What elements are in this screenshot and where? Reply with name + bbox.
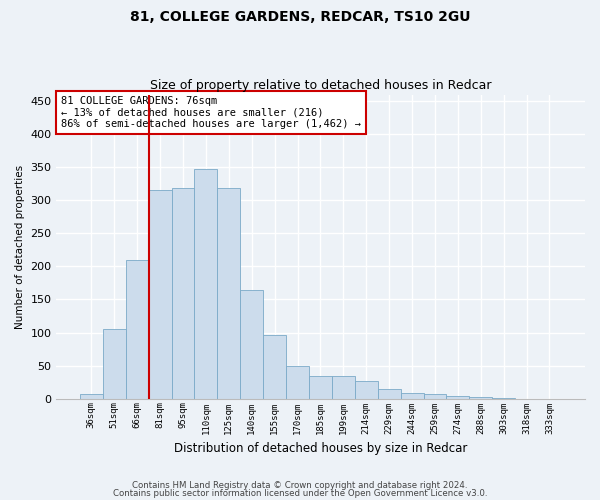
Bar (332, 376, 355, 398)
Bar (309, 376, 332, 398)
Bar (80, 394, 103, 398)
Text: Contains public sector information licensed under the Open Government Licence v3: Contains public sector information licen… (113, 488, 487, 498)
Bar (377, 388, 401, 398)
Bar (194, 168, 217, 398)
Bar (424, 394, 446, 398)
Y-axis label: Number of detached properties: Number of detached properties (15, 164, 25, 328)
Text: 81, COLLEGE GARDENS, REDCAR, TS10 2GU: 81, COLLEGE GARDENS, REDCAR, TS10 2GU (130, 10, 470, 24)
Bar (286, 366, 309, 398)
Text: 81 COLLEGE GARDENS: 76sqm
← 13% of detached houses are smaller (216)
86% of semi: 81 COLLEGE GARDENS: 76sqm ← 13% of detac… (61, 96, 361, 130)
Text: Contains HM Land Registry data © Crown copyright and database right 2024.: Contains HM Land Registry data © Crown c… (132, 481, 468, 490)
Bar (263, 334, 286, 398)
Title: Size of property relative to detached houses in Redcar: Size of property relative to detached ho… (149, 79, 491, 92)
Bar (355, 381, 377, 398)
Bar (172, 188, 194, 398)
Bar (217, 188, 240, 398)
Bar (401, 394, 424, 398)
Bar (126, 260, 149, 398)
Bar (149, 190, 172, 398)
Bar (240, 290, 263, 399)
Bar (446, 396, 469, 398)
X-axis label: Distribution of detached houses by size in Redcar: Distribution of detached houses by size … (174, 442, 467, 455)
Bar (103, 328, 126, 398)
